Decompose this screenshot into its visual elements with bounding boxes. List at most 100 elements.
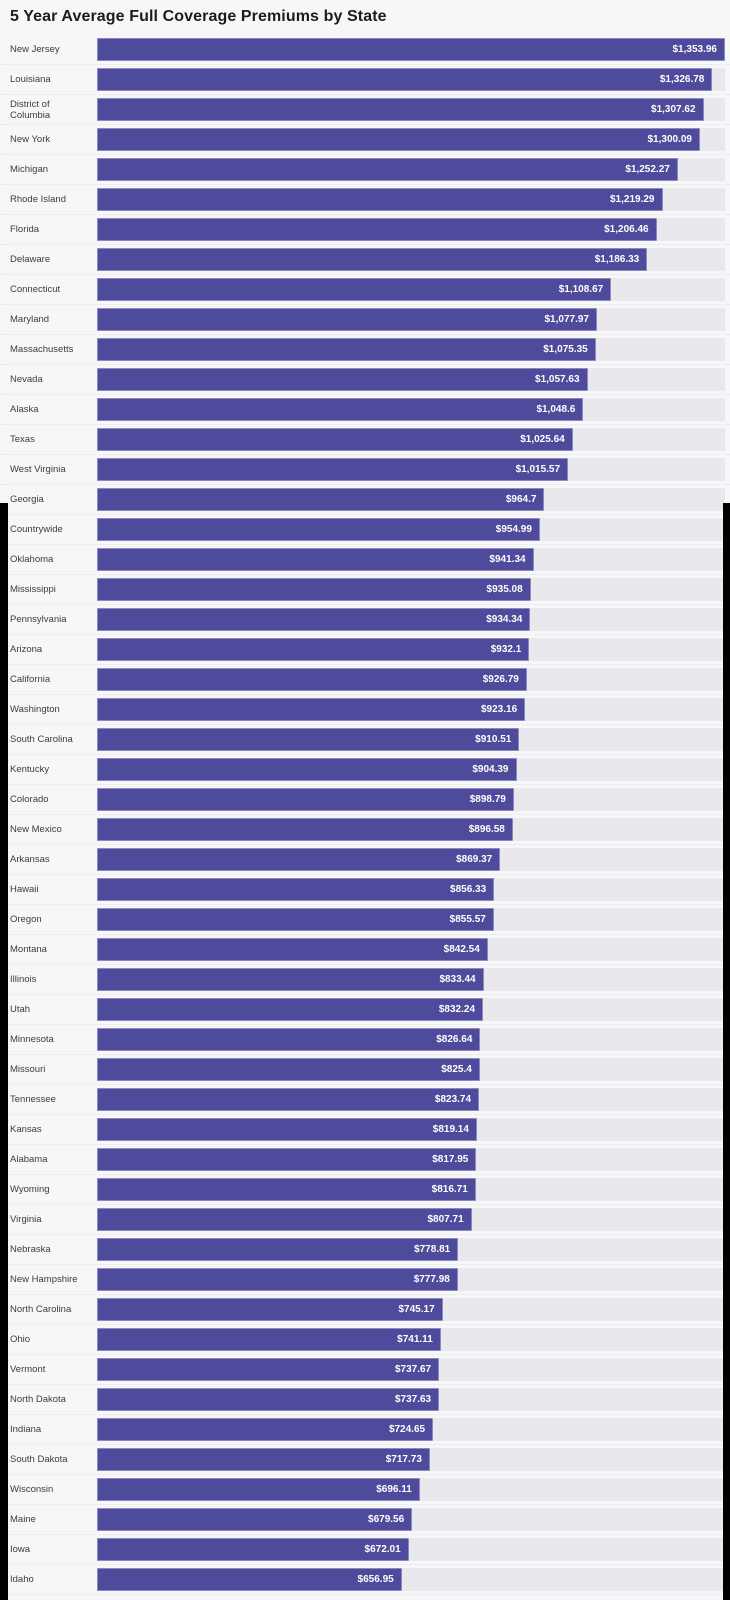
screenshot-black-edge-right: [723, 503, 730, 1600]
chart-row: Washington $923.16: [0, 695, 730, 725]
bar: $964.7: [97, 488, 545, 511]
bar-track: $1,075.35: [97, 338, 725, 361]
bar: $816.71: [97, 1178, 476, 1201]
bar: $1,108.67: [97, 278, 612, 301]
bar-label: Wisconsin: [10, 1484, 54, 1495]
bar-track: $842.54: [97, 938, 725, 961]
bar-track: $898.79: [97, 788, 725, 811]
bar-value: $923.16: [481, 704, 518, 715]
bar-track: $964.7: [97, 488, 725, 511]
bar-label: Texas: [10, 434, 35, 445]
bar-label: Washington: [10, 704, 60, 715]
bar: $807.71: [97, 1208, 472, 1231]
chart-row: Wisconsin $696.11: [0, 1475, 730, 1505]
bar-value: $1,252.27: [625, 164, 670, 175]
bar: $904.39: [97, 758, 517, 781]
bar-label: Countrywide: [10, 524, 63, 535]
bar-label: North Carolina: [10, 1304, 72, 1315]
chart-row: District of Columbia $1,307.62: [0, 95, 730, 125]
chart-row: Louisiana $1,326.78: [0, 65, 730, 95]
bar-track: $1,300.09: [97, 128, 725, 151]
chart-row: Virginia $807.71: [0, 1205, 730, 1235]
chart-row: Ohio $741.11: [0, 1325, 730, 1355]
bar-value: $926.79: [482, 674, 519, 685]
bar-value: $825.4: [441, 1064, 472, 1075]
bar: $1,219.29: [97, 188, 663, 211]
bar-value: $1,326.78: [659, 74, 705, 85]
bar: $724.65: [97, 1418, 434, 1441]
bar-label: Pennsylvania: [10, 614, 67, 625]
bar-value: $964.7: [505, 494, 537, 505]
bar-track: $855.57: [97, 908, 725, 931]
bar: $941.34: [97, 548, 534, 571]
bar-track: $910.51: [97, 728, 725, 751]
chart-title: 5 Year Average Full Coverage Premiums by…: [10, 8, 387, 25]
bar: $745.17: [97, 1298, 443, 1321]
bar: $679.56: [97, 1508, 413, 1531]
bar-track: $923.16: [97, 698, 725, 721]
chart-row: North Carolina $745.17: [0, 1295, 730, 1325]
bar-label: Utah: [10, 1004, 31, 1015]
bar: $1,186.33: [97, 248, 648, 271]
bar-label: Arizona: [10, 644, 43, 655]
chart-row: South Carolina $910.51: [0, 725, 730, 755]
bar-value: $935.08: [486, 584, 523, 595]
bar-track: $777.98: [97, 1268, 725, 1291]
bar-label: Connecticut: [10, 284, 61, 295]
bar: $856.33: [97, 878, 495, 901]
bar-label: Delaware: [10, 254, 51, 265]
bar: $737.67: [97, 1358, 440, 1381]
chart-row: Oklahoma $941.34: [0, 545, 730, 575]
bar: $1,300.09: [97, 128, 700, 151]
bar: $926.79: [97, 668, 527, 691]
bar-value: $1,015.57: [515, 464, 561, 475]
bar-label: Alabama: [10, 1154, 48, 1165]
bar: $1,015.57: [97, 458, 569, 481]
chart-row: Minnesota $826.64: [0, 1025, 730, 1055]
bar-track: $1,186.33: [97, 248, 725, 271]
bar-value: $724.65: [388, 1424, 426, 1435]
chart-row: Massachusetts $1,075.35: [0, 335, 730, 365]
bar-label: Minnesota: [10, 1034, 54, 1045]
bar: $1,206.46: [97, 218, 657, 241]
bar: $1,252.27: [97, 158, 678, 181]
bar-value: $1,057.63: [535, 374, 580, 385]
bar: $1,353.96: [97, 38, 725, 61]
bar-value: $777.98: [413, 1274, 450, 1285]
chart-row: Nebraska $778.81: [0, 1235, 730, 1265]
bar: $935.08: [97, 578, 531, 601]
bar-value: $816.71: [431, 1184, 468, 1195]
bar-track: $672.01: [97, 1538, 725, 1561]
bar: $741.11: [97, 1328, 441, 1351]
bar-label: Iowa: [10, 1544, 31, 1555]
bar: $855.57: [97, 908, 494, 931]
bar: $819.14: [97, 1118, 477, 1141]
bar: $898.79: [97, 788, 514, 811]
chart-row: Texas $1,025.64: [0, 425, 730, 455]
bar-label: District of Columbia: [10, 98, 51, 121]
bar-label: Wyoming: [10, 1184, 50, 1195]
bar-track: $1,048.6: [97, 398, 725, 421]
bar-value: $1,307.62: [651, 104, 696, 115]
bar-track: $1,326.78: [97, 68, 725, 91]
bar-value: $896.58: [468, 824, 505, 835]
bar-label: South Carolina: [10, 734, 73, 745]
bar-value: $1,353.96: [672, 44, 718, 55]
bar-label: New York: [10, 134, 51, 145]
bar: $934.34: [97, 608, 531, 631]
bar-value: $1,108.67: [558, 284, 604, 295]
bar-label: Louisiana: [10, 74, 51, 85]
bar-track: $1,252.27: [97, 158, 725, 181]
chart-row: Kentucky $904.39: [0, 755, 730, 785]
chart-row: Oregon $855.57: [0, 905, 730, 935]
bar-track: $1,108.67: [97, 278, 725, 301]
chart-row: Kansas $819.14: [0, 1115, 730, 1145]
bar-label: Vermont: [10, 1364, 46, 1375]
bar-track: $741.11: [97, 1328, 725, 1351]
bar-track: $816.71: [97, 1178, 725, 1201]
bar-label: Nebraska: [10, 1244, 51, 1255]
chart-row: Nevada $1,057.63: [0, 365, 730, 395]
bar-value: $737.67: [394, 1364, 432, 1375]
screenshot-black-edge-left: [0, 503, 8, 1600]
